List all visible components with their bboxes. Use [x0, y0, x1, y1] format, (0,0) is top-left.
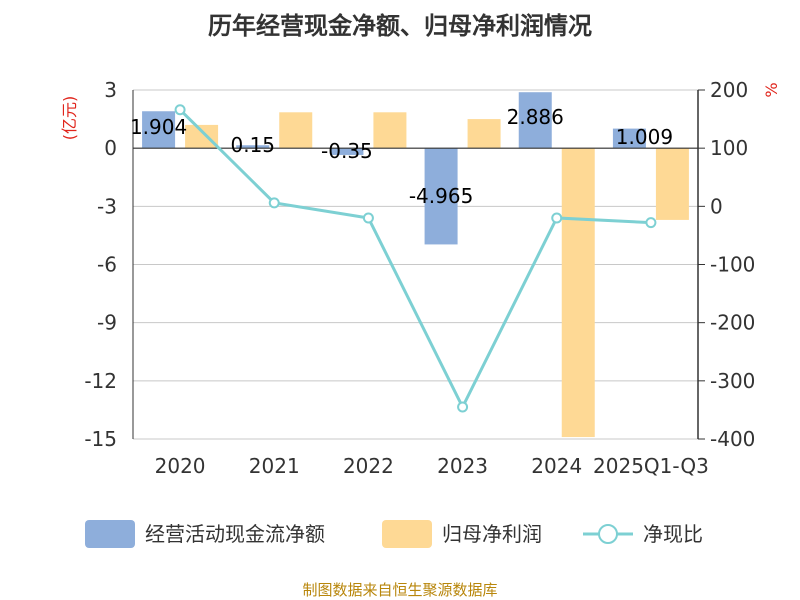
- data-labels: 1.904 0.15 -0.35 -4.965 2.886 1.009: [130, 105, 673, 208]
- cashflow-data-label: 1.009: [616, 125, 673, 149]
- legend-label-cashflow: 经营活动现金流净额: [145, 522, 325, 546]
- right-axis-tick-label: 0: [710, 194, 723, 218]
- netprofit-bar: [185, 124, 219, 149]
- legend-marker-ratio: [598, 524, 618, 544]
- cashflow-data-label: -0.35: [321, 139, 373, 163]
- right-axis-tick-label: -200: [710, 311, 755, 335]
- chart-title: 历年经营现金净额、归母净利润情况: [208, 12, 592, 40]
- ratio-line: [179, 108, 651, 411]
- legend-label-netprofit: 归母净利润: [442, 522, 542, 546]
- left-axis-tick-label: -12: [84, 369, 117, 393]
- cashflow-data-label: 2.886: [507, 105, 564, 129]
- right-axis-unit: %: [762, 82, 781, 97]
- bar-series: [142, 92, 689, 438]
- x-tick-label: 2020: [155, 454, 206, 478]
- x-tick-label: 2022: [343, 454, 394, 478]
- cashflow-data-label: 0.15: [230, 133, 275, 157]
- cashflow-bar: [236, 145, 270, 149]
- ratio-point: [268, 197, 280, 209]
- x-tick-label: 2021: [249, 454, 300, 478]
- left-axis-tick-label: -15: [84, 427, 117, 451]
- legend-swatch-netprofit: [382, 520, 432, 548]
- netprofit-bar: [279, 112, 313, 149]
- cashflow-bar: [330, 148, 364, 155]
- x-tick-label: 2024: [531, 454, 582, 478]
- netprofit-bar: [561, 148, 595, 438]
- left-axis-unit: (亿元): [60, 96, 79, 141]
- line-series: [174, 104, 657, 413]
- netprofit-bar: [373, 112, 407, 149]
- right-axis-tick-label: 100: [710, 136, 748, 160]
- ratio-point: [645, 217, 657, 229]
- ratio-point: [551, 212, 563, 224]
- x-tick-label: 2023: [437, 454, 488, 478]
- ratio-point: [362, 212, 374, 224]
- right-axis-tick-label: -300: [710, 369, 755, 393]
- left-axis-tick-label: -9: [97, 311, 117, 335]
- ratio-point: [457, 401, 469, 413]
- left-axis-tick-label: 0: [104, 136, 117, 160]
- cashflow-bar: [518, 92, 552, 149]
- cashflow-bar: [612, 128, 646, 149]
- netprofit-bar: [467, 119, 501, 149]
- ratio-point: [174, 104, 186, 116]
- source-note: 制图数据来自恒生聚源数据库: [302, 581, 497, 599]
- right-axis-tick-label: -100: [710, 253, 755, 277]
- legend-label-ratio: 净现比: [643, 522, 703, 546]
- legend: 经营活动现金流净额 归母净利润 净现比: [85, 520, 703, 548]
- cashflow-bar: [142, 111, 176, 149]
- cashflow-data-label: 1.904: [130, 115, 187, 139]
- legend-swatch-cashflow: [85, 520, 135, 548]
- x-tick-label: 2025Q1-Q3: [593, 454, 709, 478]
- left-axis-tick-label: -3: [97, 194, 117, 218]
- right-axis-tick-label: 200: [710, 78, 748, 102]
- left-axis-tick-label: 3: [104, 78, 117, 102]
- right-axis-tick-label: -400: [710, 427, 755, 451]
- netprofit-bar: [655, 148, 689, 220]
- left-axis-tick-label: -6: [97, 253, 117, 277]
- cashflow-data-label: -4.965: [409, 184, 473, 208]
- cashflow-bar: [424, 148, 458, 245]
